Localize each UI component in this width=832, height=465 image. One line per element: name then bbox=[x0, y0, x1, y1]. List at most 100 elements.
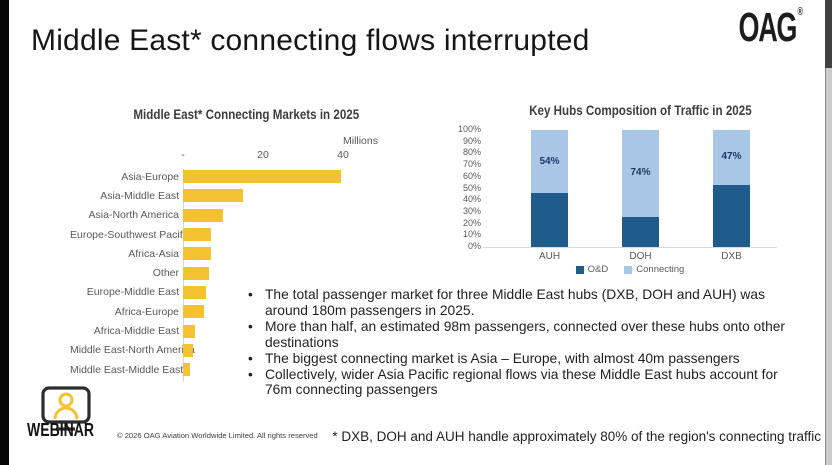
bar-row: Middle East-North America bbox=[70, 341, 375, 360]
segment-percentage-label: 47% bbox=[721, 151, 742, 163]
bar-row: Other bbox=[70, 263, 375, 282]
bar-track bbox=[183, 170, 375, 184]
segment-percentage-label: 54% bbox=[539, 155, 560, 167]
category-label: Middle East-Middle East bbox=[70, 363, 184, 376]
bar bbox=[183, 266, 210, 280]
y-tick-label: 10% bbox=[462, 229, 481, 240]
bar-track bbox=[183, 208, 375, 222]
category-label: Africa-Middle East bbox=[93, 325, 179, 338]
bar bbox=[183, 343, 194, 357]
bar-row: Africa-Europe bbox=[70, 302, 375, 321]
registered-mark: ® bbox=[797, 6, 804, 18]
category-label: Asia-Middle East bbox=[100, 189, 179, 202]
right-chart-title: Key Hubs Composition of Traffic in 2025 bbox=[528, 103, 752, 118]
od-segment bbox=[531, 193, 568, 247]
bar-track bbox=[183, 324, 375, 338]
screen-edge-right bbox=[825, 0, 832, 465]
bar-track bbox=[183, 343, 375, 357]
y-tick-label: 90% bbox=[462, 135, 481, 146]
legend-item: O&D bbox=[575, 264, 609, 275]
x-axis-units-label: Millions bbox=[342, 135, 378, 147]
y-tick-label: 20% bbox=[462, 217, 481, 228]
chart-legend: O&D Connecting bbox=[483, 264, 777, 275]
stacked-bar-plot: 54% 74% 47% bbox=[483, 130, 777, 248]
x-tick-label: - bbox=[181, 149, 185, 161]
bar-track bbox=[183, 266, 375, 280]
hub-label: DXB bbox=[721, 251, 742, 262]
legend-label: Connecting bbox=[636, 264, 685, 275]
bullet-item: The total passenger market for three Mid… bbox=[245, 287, 790, 319]
category-label: Middle East-North America bbox=[70, 344, 195, 357]
bar-row: Asia-Europe bbox=[70, 167, 375, 186]
bar bbox=[183, 170, 341, 184]
stacked-bar: 54% bbox=[531, 130, 568, 247]
od-segment bbox=[713, 185, 750, 247]
y-tick-label: 100% bbox=[457, 124, 481, 134]
oag-logo-text: OAG bbox=[738, 4, 798, 50]
bar-track bbox=[183, 363, 375, 377]
segment-percentage-label: 74% bbox=[630, 167, 651, 179]
oag-logo: OAG® bbox=[706, 4, 804, 51]
y-tick-label: 70% bbox=[462, 159, 481, 170]
bar-row: Asia-Middle East bbox=[70, 186, 375, 205]
bar bbox=[183, 305, 205, 319]
bar-rows: Asia-Europe Asia-Middle East Asia-North Am… bbox=[70, 167, 375, 379]
stacked-bar: 74% bbox=[622, 130, 659, 247]
hub-label: AUH bbox=[538, 251, 561, 262]
bar bbox=[183, 189, 243, 203]
legend-swatch bbox=[575, 265, 584, 274]
left-chart-title: Middle East* Connecting Markets in 2025 bbox=[133, 107, 359, 122]
legend-item: Connecting bbox=[624, 264, 684, 275]
category-label: Europe-Southwest Pacific bbox=[70, 228, 191, 241]
legend-swatch bbox=[624, 265, 633, 274]
connecting-segment bbox=[622, 130, 659, 217]
bar-track bbox=[183, 247, 375, 261]
bar-track bbox=[183, 228, 375, 242]
bar bbox=[183, 208, 223, 222]
bar-track bbox=[183, 305, 375, 319]
webinar-label: WEBINAR bbox=[27, 420, 95, 440]
y-tick-label: 0% bbox=[467, 241, 481, 251]
bar-row: Africa-Middle East bbox=[70, 321, 375, 340]
y-tick-label: 40% bbox=[462, 194, 481, 205]
od-segment bbox=[622, 216, 659, 247]
category-label: Europe-Middle East bbox=[86, 286, 179, 299]
bar bbox=[183, 285, 207, 299]
y-tick-label: 50% bbox=[462, 182, 481, 193]
bar bbox=[183, 363, 191, 377]
legend-label: O&D bbox=[587, 264, 609, 275]
connecting-segment bbox=[713, 130, 750, 185]
screen-edge-left bbox=[0, 0, 9, 465]
y-tick-label: 30% bbox=[462, 205, 481, 216]
bar-row: Europe-Middle East bbox=[70, 283, 375, 302]
screen-edge-corner bbox=[825, 0, 832, 68]
bar-row: Europe-Southwest Pacific bbox=[70, 225, 375, 244]
page-title: Middle East* connecting flows interrupte… bbox=[31, 24, 590, 57]
bar bbox=[183, 324, 195, 338]
bar bbox=[183, 247, 211, 261]
bar bbox=[183, 228, 212, 242]
bar-row: Asia-North America bbox=[70, 206, 375, 225]
connecting-segment bbox=[531, 130, 568, 194]
bar-row: Middle East-Middle East bbox=[70, 360, 375, 379]
bullet-list: The total passenger market for three Mid… bbox=[245, 287, 790, 398]
hub-label: DOH bbox=[629, 251, 652, 262]
y-tick-label: 60% bbox=[462, 170, 481, 181]
category-label: Asia-Europe bbox=[121, 170, 179, 183]
y-tick-label: 80% bbox=[462, 147, 481, 158]
x-tick-label: 20 bbox=[257, 149, 269, 161]
category-label: Other bbox=[152, 267, 179, 280]
bar-row: Africa-Asia bbox=[70, 244, 375, 263]
bullet-item: The biggest connecting market is Asia – … bbox=[245, 351, 790, 367]
bar-track bbox=[183, 189, 375, 203]
bullet-item: More than half, an estimated 98m passeng… bbox=[245, 319, 790, 351]
webinar-monitor-icon bbox=[41, 386, 91, 431]
category-label: Asia-North America bbox=[88, 209, 179, 222]
x-tick-label: 40 bbox=[337, 149, 349, 161]
stacked-bar: 47% bbox=[713, 130, 750, 247]
bar-track bbox=[183, 285, 375, 299]
bullet-item: Collectively, wider Asia Pacific regiona… bbox=[245, 367, 790, 399]
copyright-text: © 2026 OAG Aviation Worldwide Limited. A… bbox=[117, 431, 318, 440]
footnote-text: * DXB, DOH and AUH handle approximately … bbox=[332, 429, 821, 444]
